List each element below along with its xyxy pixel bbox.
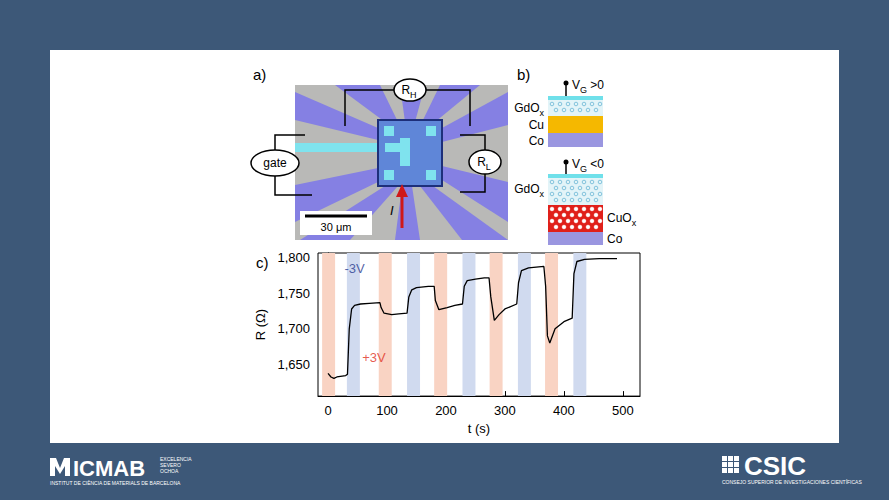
svg-text:1,700: 1,700 <box>277 321 310 336</box>
svg-text:500: 500 <box>612 403 634 418</box>
svg-text:gate: gate <box>263 156 287 170</box>
svg-text:b): b) <box>517 66 530 83</box>
svg-text:ICMAB: ICMAB <box>73 456 145 481</box>
svg-text:EXCELENCIA: EXCELENCIA <box>160 456 192 462</box>
svg-text:200: 200 <box>435 403 457 418</box>
svg-text:1,750: 1,750 <box>277 286 310 301</box>
svg-text:RL: RL <box>477 155 491 172</box>
svg-text:0: 0 <box>324 403 331 418</box>
svg-text:Co: Co <box>607 232 623 246</box>
svg-text:VG >0: VG >0 <box>572 78 604 95</box>
svg-text:30 μm: 30 μm <box>321 221 352 233</box>
svg-text:a): a) <box>253 66 266 83</box>
svg-text:+3V: +3V <box>362 350 386 365</box>
svg-text:CSIC: CSIC <box>744 451 806 481</box>
svg-text:100: 100 <box>376 403 398 418</box>
svg-text:Cu: Cu <box>529 118 544 132</box>
svg-text:Co: Co <box>529 134 545 148</box>
svg-text:GdOx: GdOx <box>514 101 544 118</box>
svg-text:c): c) <box>256 254 269 271</box>
svg-text:R (Ω): R (Ω) <box>253 309 268 340</box>
svg-text:300: 300 <box>494 403 516 418</box>
svg-text:CuOx: CuOx <box>607 211 637 228</box>
svg-text:I: I <box>390 203 394 218</box>
svg-text:OCHOA: OCHOA <box>160 468 179 474</box>
svg-text:VG <0: VG <0 <box>572 157 604 174</box>
svg-text:SEVERO: SEVERO <box>160 462 181 468</box>
svg-text:t (s): t (s) <box>468 421 490 436</box>
svg-text:400: 400 <box>553 403 575 418</box>
svg-text:-3V: -3V <box>344 261 365 276</box>
svg-text:INSTITUT DE CIÈNCIA DE MATERIA: INSTITUT DE CIÈNCIA DE MATERIALS DE BARC… <box>50 480 181 486</box>
svg-text:1,650: 1,650 <box>277 357 310 372</box>
svg-text:CONSEJO SUPERIOR DE INVESTIGAC: CONSEJO SUPERIOR DE INVESTIGACIONES CIEN… <box>722 479 862 485</box>
svg-text:GdOx: GdOx <box>514 182 544 199</box>
svg-text:RH: RH <box>401 83 416 100</box>
svg-text:1,800: 1,800 <box>277 250 310 265</box>
